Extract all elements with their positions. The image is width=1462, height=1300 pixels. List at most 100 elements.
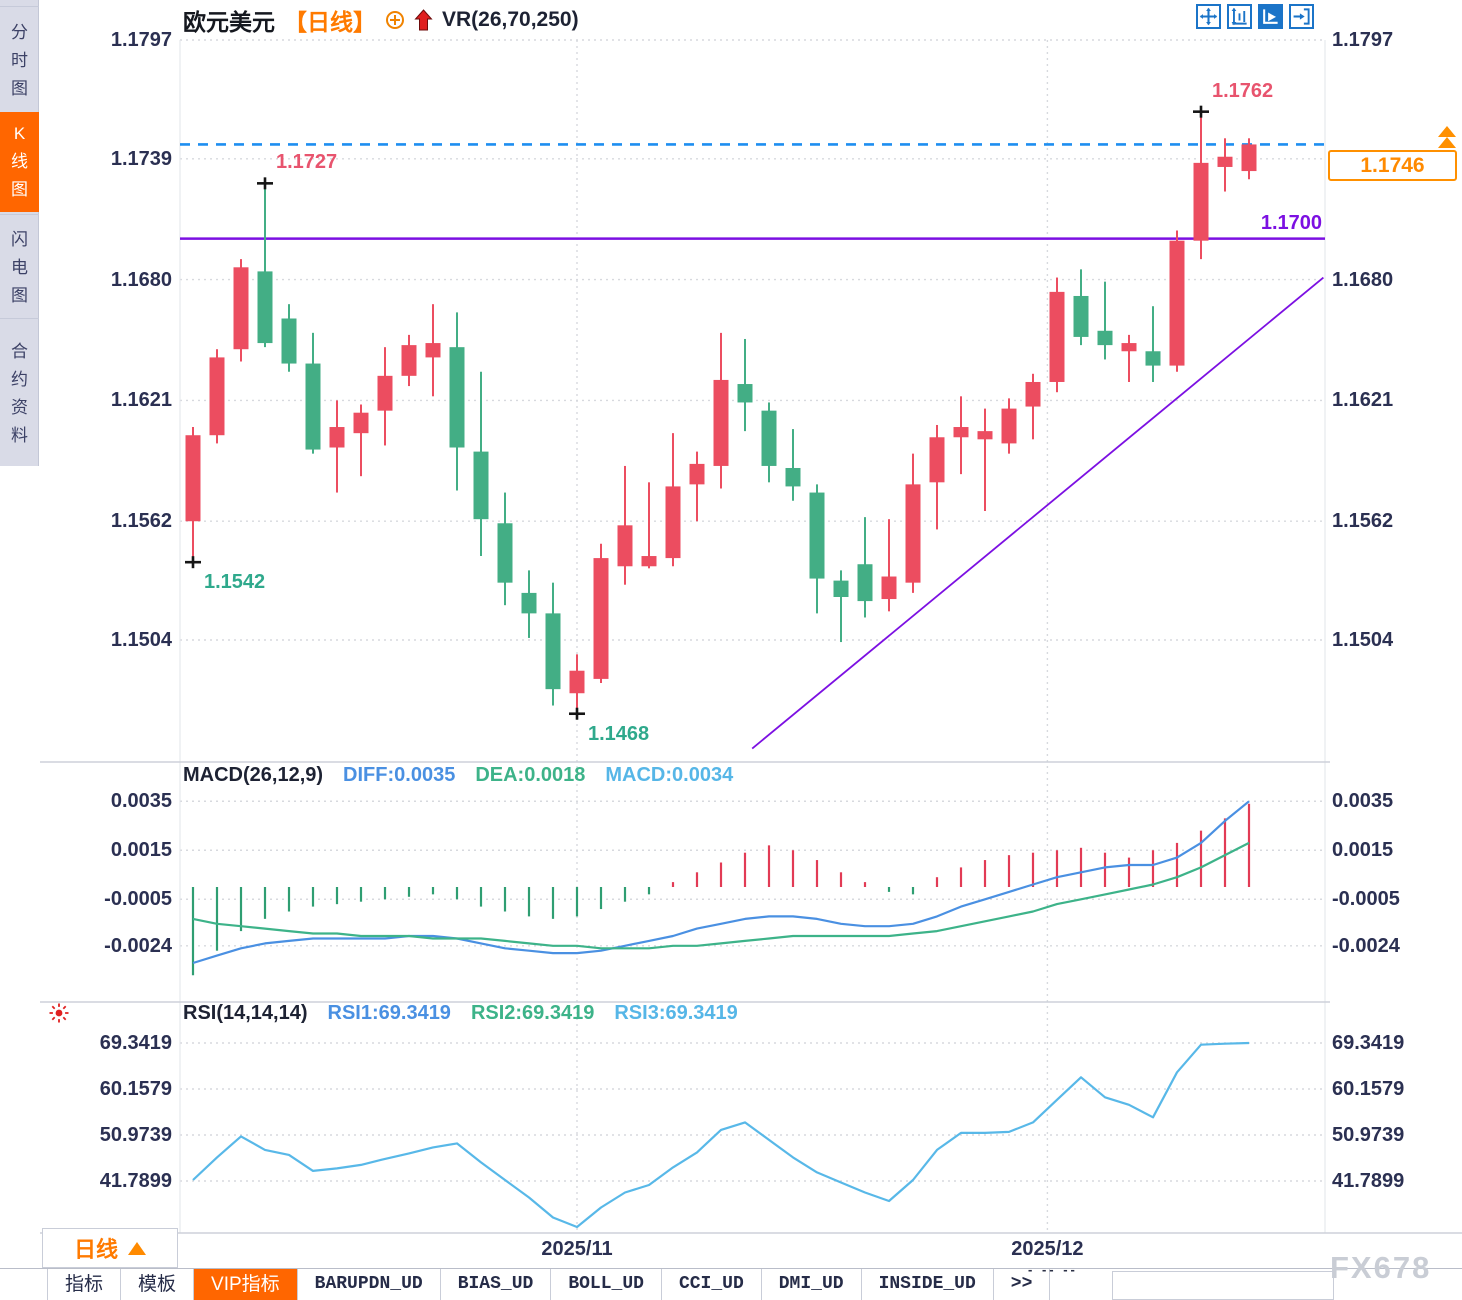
candle-body (401, 345, 417, 376)
price-axis-label: 1.1680 (110, 268, 172, 291)
candle-body (257, 271, 273, 344)
rsi-axis-label: 69.3419 (99, 1032, 172, 1054)
sidebar-tab-3[interactable]: 闪电图 (0, 214, 39, 316)
sidebar-tab-1[interactable]: 分时图 (0, 6, 39, 110)
chart-header: 欧元美元 【日线】 VR(26,70,250) (183, 4, 579, 36)
candle-body (1073, 295, 1089, 337)
sidebar-tab-char: 线 (11, 152, 28, 171)
candle-body (1097, 330, 1113, 346)
price-axis-label: 1.1680 (1332, 268, 1394, 291)
indicator-tab-8[interactable]: DMI_UD (762, 1269, 862, 1300)
price-axis-label: 1.1797 (110, 29, 172, 51)
candle-body (305, 363, 321, 450)
rsi1-value: RSI1:69.3419 (327, 1002, 451, 1024)
macd-axis-label: -0.0024 (104, 934, 172, 957)
price-axis-label: 1.1562 (110, 510, 172, 533)
candle-body (905, 484, 921, 583)
sidebar-tab-char: 分 (11, 23, 28, 42)
sidebar-tab-4[interactable]: 合约资料 (0, 318, 39, 464)
trend-up-arrow-icon (414, 9, 433, 31)
price-extreme-annotation: 1.1468 (588, 722, 650, 745)
indicator-tab-5[interactable]: BIAS_UD (441, 1269, 552, 1300)
sidebar-tab-char: 电 (11, 258, 28, 277)
macd-dea-line (192, 841, 1250, 950)
indicator-settings-icon[interactable] (48, 1002, 70, 1029)
candle-body (425, 343, 441, 358)
candle-body (521, 592, 537, 614)
candle-body (1049, 291, 1065, 382)
price-extreme-annotation: 1.1762 (1212, 79, 1274, 102)
period-selector-label: 日线 (73, 1237, 118, 1262)
indicator-tab-6[interactable]: BOLL_UD (551, 1269, 662, 1300)
add-indicator-icon[interactable] (385, 10, 405, 30)
custom-indicator-slot[interactable] (1112, 1271, 1334, 1300)
sidebar-tab-char: 图 (11, 180, 28, 199)
macd-axis-label: 0.0015 (1332, 839, 1394, 862)
candle-body (881, 576, 897, 600)
price-axis-label: 1.1504 (1332, 628, 1394, 651)
candle-body (761, 410, 777, 466)
chart-toolbar (1196, 4, 1314, 29)
jump-to-latest-icon[interactable] (1289, 4, 1314, 29)
macd-macd-value: MACD:0.0034 (605, 764, 734, 786)
triangle-up-icon (128, 1241, 146, 1255)
candle-body (737, 384, 753, 403)
price-axis-label: 1.1621 (110, 389, 172, 412)
sidebar-tab-char: 闪 (11, 230, 28, 249)
sidebar-background (0, 0, 39, 466)
pan-crosshair-icon[interactable] (1196, 4, 1221, 29)
rsi-axis-label: 41.7899 (1332, 1170, 1405, 1192)
price-extreme-annotation: 1.1727 (276, 151, 338, 174)
symbol-title: 欧元美元 (183, 9, 275, 35)
price-up-arrows-icon (1437, 126, 1457, 152)
candle-body (857, 564, 873, 602)
rsi-line (192, 1041, 1250, 1229)
period-selector[interactable]: 日线 (42, 1228, 178, 1268)
period-label[interactable]: 【日线】 (284, 9, 376, 35)
rsi-axis-label: 41.7899 (99, 1170, 172, 1192)
rsi-title: RSI(14,14,14) (183, 1002, 308, 1024)
axis-scale-icon[interactable] (1227, 4, 1252, 29)
indicator-tab-10[interactable]: >> (994, 1269, 1051, 1300)
rsi-axis-label: 60.1579 (1332, 1078, 1405, 1100)
macd-axis-label: -0.0005 (1332, 888, 1400, 911)
sidebar-tab-char: 资 (11, 398, 28, 417)
candle-body (1121, 343, 1137, 352)
rsi-axis-label: 50.9739 (99, 1124, 172, 1146)
auto-scroll-icon[interactable] (1258, 4, 1283, 29)
rsi-axis-label: 60.1579 (99, 1078, 172, 1100)
sidebar-tab-char: 料 (11, 426, 28, 445)
rsi-axis-label: 50.9739 (1332, 1124, 1405, 1146)
price-axis-label: 1.1739 (110, 147, 172, 170)
indicator-tab-1[interactable]: 指标 (48, 1269, 122, 1300)
candle-body (617, 525, 633, 567)
candle-body (473, 451, 489, 520)
x-axis-date-label: 2025/11 (541, 1238, 613, 1260)
candle-body (185, 435, 201, 522)
x-axis-date-label: 2025/12 (1011, 1238, 1084, 1260)
indicator-tab-3[interactable]: VIP指标 (194, 1269, 298, 1300)
macd-axis-label: -0.0024 (1332, 934, 1400, 957)
current-price-tag: 1.1746 (1328, 150, 1457, 181)
indicator-tab-7[interactable]: CCI_UD (662, 1269, 762, 1300)
candle-body (665, 486, 681, 559)
rsi3-value: RSI3:69.3419 (614, 1002, 738, 1024)
candle-body (233, 267, 249, 350)
candle-body (1217, 156, 1233, 167)
candle-body (569, 670, 585, 694)
indicator-tab-4[interactable]: BARUPDN_UD (298, 1269, 441, 1300)
candle-body (1241, 144, 1257, 172)
macd-title: MACD(26,12,9) (183, 764, 324, 786)
candle-body (641, 556, 657, 567)
macd-diff-value: DIFF:0.0035 (343, 764, 456, 786)
sidebar-tab-char: K (13, 124, 26, 143)
macd-axis-label: -0.0005 (104, 888, 172, 911)
candle-body (953, 427, 969, 438)
candle-body (929, 437, 945, 483)
indicator-tab-9[interactable]: INSIDE_UD (862, 1269, 994, 1300)
macd-diff-line (192, 800, 1250, 965)
indicator-tab-2[interactable]: 模板 (121, 1269, 195, 1300)
